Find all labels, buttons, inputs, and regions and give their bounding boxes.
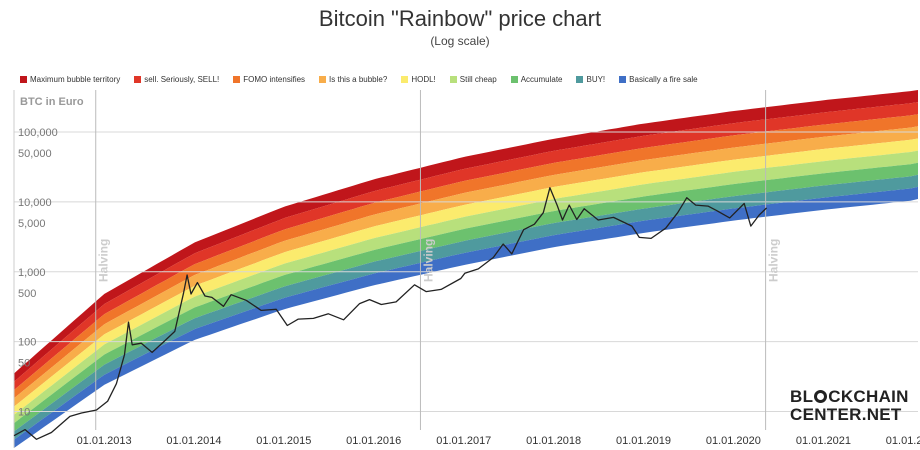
- x-tick-label-7: 01.01.2020: [706, 435, 761, 447]
- x-tick-label-0: 01.01.2013: [77, 435, 132, 447]
- legend-label: FOMO intensifies: [243, 74, 306, 84]
- halving-label-0: Halving: [97, 239, 111, 282]
- legend-label: Still cheap: [459, 74, 497, 84]
- x-tick-label-9: 01.01.2022: [886, 435, 920, 447]
- legend-item-8[interactable]: Basically a fire sale: [619, 74, 698, 84]
- price-series-line-0: [13, 187, 768, 440]
- legend-item-6[interactable]: Accumulate: [510, 74, 563, 84]
- legend-item-5[interactable]: Still cheap: [449, 74, 497, 84]
- legend-item-7[interactable]: BUY!: [576, 75, 605, 84]
- y-axis-label: BTC in Euro: [20, 96, 84, 108]
- x-tick-label-1: 01.01.2014: [166, 435, 221, 447]
- legend-label: BUY!: [586, 74, 606, 84]
- legend-swatch: [20, 75, 27, 83]
- legend-label: Basically a fire sale: [629, 74, 698, 84]
- y-tick-label-0: 100,000: [18, 127, 58, 139]
- legend-swatch: [401, 75, 409, 83]
- legend-label: Is this a bubble?: [329, 74, 388, 84]
- legend-item-0[interactable]: Maximum bubble territory: [20, 75, 120, 84]
- legend-item-2[interactable]: FOMO intensifies: [233, 75, 305, 84]
- legend-swatch: [510, 75, 518, 83]
- logo-o-icon: [814, 390, 828, 403]
- halving-label-1: Halving: [421, 239, 435, 282]
- logo-line-2: CENTER.NET: [790, 405, 902, 424]
- y-tick-label-8: 10: [18, 406, 30, 418]
- x-tick-label-4: 01.01.2017: [436, 435, 491, 447]
- y-tick-label-6: 100: [18, 337, 36, 349]
- x-tick-label-2: 01.01.2015: [256, 435, 311, 447]
- x-tick-label-6: 01.01.2019: [616, 435, 671, 447]
- y-tick-label-4: 1,000: [18, 267, 46, 279]
- legend-swatch: [619, 75, 627, 83]
- chart-legend: Maximum bubble territory sell. Seriously,…: [20, 72, 712, 86]
- chart-subtitle: (Log scale): [430, 34, 490, 48]
- y-tick-label-5: 500: [18, 288, 36, 300]
- legend-label: Maximum bubble territory: [30, 74, 121, 84]
- y-tick-label-2: 10,000: [18, 197, 52, 209]
- legend-label: Accumulate: [520, 74, 563, 84]
- legend-swatch: [134, 75, 142, 83]
- y-tick-label-7: 50: [18, 358, 30, 370]
- y-tick-label-3: 5,000: [18, 218, 46, 230]
- x-tick-label-5: 01.01.2018: [526, 435, 581, 447]
- blockchaincenter-logo: BL CKCHAIN CENTER.NET: [790, 388, 910, 424]
- rainbow-chart: 100,000 50,000 10,000 5,000 1,000 500 100 50 10 B…: [13, 90, 920, 448]
- y-tick-label-1: 50,000: [18, 148, 52, 160]
- legend-item-1[interactable]: sell. Seriously, SELL!: [134, 75, 219, 84]
- halving-label-2: Halving: [767, 239, 781, 282]
- legend-swatch: [576, 75, 584, 83]
- legend-label: HODL!: [411, 74, 436, 84]
- x-tick-label-3: 01.01.2016: [346, 435, 401, 447]
- legend-swatch: [233, 75, 241, 83]
- legend-label: sell. Seriously, SELL!: [144, 74, 220, 84]
- legend-item-4[interactable]: HODL!: [401, 74, 436, 84]
- logo-line-1: BL CKCHAIN: [790, 387, 909, 406]
- chart-title: Bitcoin "Rainbow" price chart: [318, 6, 602, 31]
- legend-item-3[interactable]: Is this a bubble?: [319, 75, 387, 84]
- x-tick-label-8: 01.01.2021: [796, 435, 851, 447]
- legend-swatch: [319, 75, 327, 83]
- legend-swatch: [449, 75, 457, 83]
